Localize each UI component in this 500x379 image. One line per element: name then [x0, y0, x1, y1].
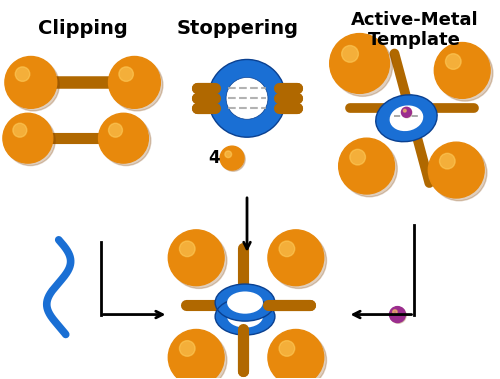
Circle shape — [434, 42, 490, 98]
Ellipse shape — [376, 95, 437, 142]
Circle shape — [390, 307, 406, 323]
Circle shape — [268, 230, 324, 286]
Text: Active-Metal
Template: Active-Metal Template — [350, 11, 478, 49]
Circle shape — [268, 329, 324, 379]
Circle shape — [446, 54, 461, 69]
Ellipse shape — [227, 305, 263, 328]
Circle shape — [5, 56, 57, 108]
Circle shape — [392, 310, 397, 314]
Text: Clipping: Clipping — [38, 19, 128, 38]
Circle shape — [6, 116, 55, 166]
Circle shape — [208, 60, 286, 137]
Circle shape — [338, 138, 394, 194]
Circle shape — [16, 67, 30, 81]
Circle shape — [270, 233, 326, 288]
Circle shape — [428, 142, 484, 198]
Circle shape — [98, 113, 148, 163]
Text: 4: 4 — [208, 149, 220, 167]
Text: Stoppering: Stoppering — [177, 19, 299, 38]
Circle shape — [270, 332, 326, 379]
Circle shape — [168, 230, 224, 286]
Circle shape — [171, 332, 227, 379]
Circle shape — [168, 329, 224, 379]
Circle shape — [404, 109, 406, 112]
Circle shape — [350, 149, 366, 165]
Circle shape — [8, 59, 60, 111]
Circle shape — [332, 36, 392, 96]
Circle shape — [279, 341, 294, 356]
Circle shape — [390, 307, 406, 323]
Circle shape — [108, 123, 122, 137]
Circle shape — [437, 45, 493, 101]
Circle shape — [180, 241, 195, 257]
Circle shape — [222, 147, 245, 171]
Circle shape — [402, 107, 411, 117]
Circle shape — [402, 108, 412, 118]
Circle shape — [220, 146, 244, 170]
Circle shape — [171, 233, 227, 288]
Circle shape — [342, 141, 398, 197]
Ellipse shape — [390, 105, 424, 131]
Circle shape — [330, 34, 390, 93]
Circle shape — [13, 123, 27, 137]
Circle shape — [342, 45, 358, 62]
Circle shape — [180, 341, 195, 356]
Circle shape — [225, 151, 232, 158]
Circle shape — [108, 56, 160, 108]
Circle shape — [111, 59, 163, 111]
Circle shape — [3, 113, 52, 163]
Ellipse shape — [215, 284, 275, 321]
Circle shape — [279, 241, 294, 257]
Ellipse shape — [227, 291, 263, 314]
Circle shape — [226, 77, 268, 119]
Circle shape — [431, 145, 487, 201]
Circle shape — [119, 67, 134, 81]
Circle shape — [440, 153, 455, 169]
Circle shape — [101, 116, 151, 166]
Ellipse shape — [215, 298, 275, 335]
